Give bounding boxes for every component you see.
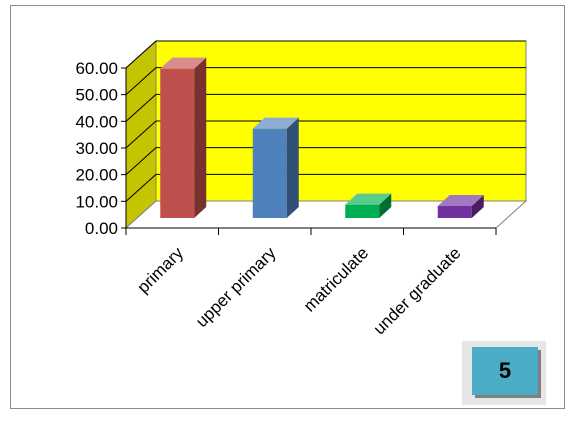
bar-front bbox=[345, 204, 380, 218]
y-gridline bbox=[125, 67, 526, 96]
bar-top bbox=[252, 117, 299, 129]
bar-top bbox=[437, 195, 484, 206]
y-gridline bbox=[125, 173, 526, 202]
bar-side bbox=[471, 195, 484, 218]
bar-upper-primary bbox=[252, 117, 299, 218]
bar-side bbox=[194, 57, 207, 218]
y-tick-label: 0.00 bbox=[85, 219, 118, 238]
x-category-label: primary bbox=[134, 243, 188, 297]
bar-front bbox=[160, 68, 195, 219]
y-tick-label: 30.00 bbox=[75, 139, 118, 158]
page-number: 5 bbox=[472, 347, 538, 395]
y-gridline bbox=[125, 93, 526, 122]
y-gridline bbox=[125, 147, 526, 176]
bar-primary bbox=[160, 57, 207, 219]
y-tick-label: 40.00 bbox=[75, 112, 118, 131]
bar-top bbox=[160, 57, 207, 69]
page-number-badge: 5 bbox=[462, 341, 546, 405]
y-tick-label: 20.00 bbox=[75, 166, 118, 185]
y-gridline bbox=[125, 120, 526, 149]
x-category-label: under graduate bbox=[370, 243, 465, 338]
bar-top bbox=[345, 193, 392, 205]
y-tick-label: 60.00 bbox=[75, 59, 118, 78]
bar-under-graduate bbox=[437, 195, 484, 218]
bar-side bbox=[286, 117, 299, 218]
bar-matriculate bbox=[345, 193, 392, 218]
y-tick-label: 50.00 bbox=[75, 86, 118, 105]
bar-front bbox=[437, 206, 472, 218]
y-gridline bbox=[125, 40, 526, 69]
y-tick-label: 10.00 bbox=[75, 192, 118, 211]
x-category-label: matriculate bbox=[300, 243, 372, 315]
x-category-label: upper primary bbox=[192, 243, 280, 331]
bar-side bbox=[379, 193, 392, 218]
bar-front bbox=[252, 128, 287, 218]
